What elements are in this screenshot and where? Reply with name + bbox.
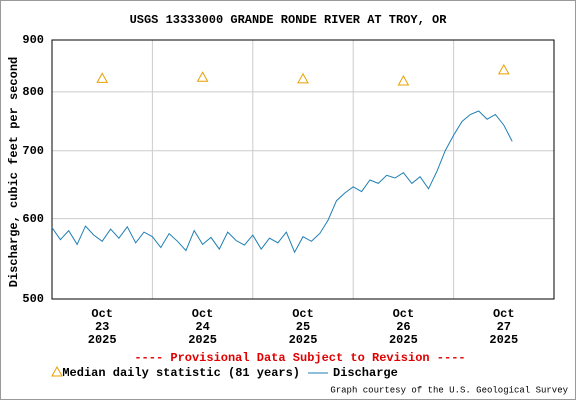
x-tick-label: Oct — [292, 307, 314, 321]
median-marker — [297, 72, 309, 84]
y-tick-label: 900 — [22, 33, 44, 47]
median-marker — [96, 72, 109, 83]
y-tick-label: 700 — [22, 144, 44, 158]
y-tick-label: 800 — [22, 85, 44, 99]
x-tick-label: 2025 — [88, 333, 117, 347]
x-tick-label: 2025 — [188, 333, 217, 347]
legend-symbol — [51, 365, 63, 377]
median-marker — [196, 71, 209, 82]
x-tick-label: 2025 — [289, 333, 318, 347]
y-tick-label: 500 — [22, 292, 44, 306]
x-tick-label: 25 — [296, 320, 310, 334]
y-tick-label: 600 — [22, 212, 44, 226]
notice: ---- Provisional Data Subject to Revisio… — [134, 351, 465, 365]
x-tick-label: Oct — [493, 307, 515, 321]
x-tick-label: 24 — [195, 320, 209, 334]
x-tick-label: Oct — [91, 307, 113, 321]
x-tick-label: Oct — [393, 307, 415, 321]
x-tick-label: 2025 — [489, 333, 518, 347]
plot-frame — [51, 39, 555, 300]
discharge-line — [51, 110, 513, 254]
chart-title: USGS 13333000 GRANDE RONDE RIVER AT TROY… — [130, 13, 448, 27]
legend-label: Median daily statistic (81 years) — [62, 366, 300, 380]
median-marker — [397, 74, 410, 86]
credit: Graph courtesy of the U.S. Geological Su… — [330, 385, 568, 395]
x-tick-label: Oct — [192, 307, 214, 321]
x-tick-label: 2025 — [389, 333, 418, 347]
x-tick-label: 26 — [396, 320, 410, 334]
x-tick-label: 27 — [497, 320, 511, 334]
median-marker — [497, 63, 510, 75]
legend-label: Discharge — [333, 366, 398, 380]
y-axis-label: Discharge, cubic feet per second — [7, 57, 21, 287]
x-tick-label: 23 — [95, 320, 109, 334]
